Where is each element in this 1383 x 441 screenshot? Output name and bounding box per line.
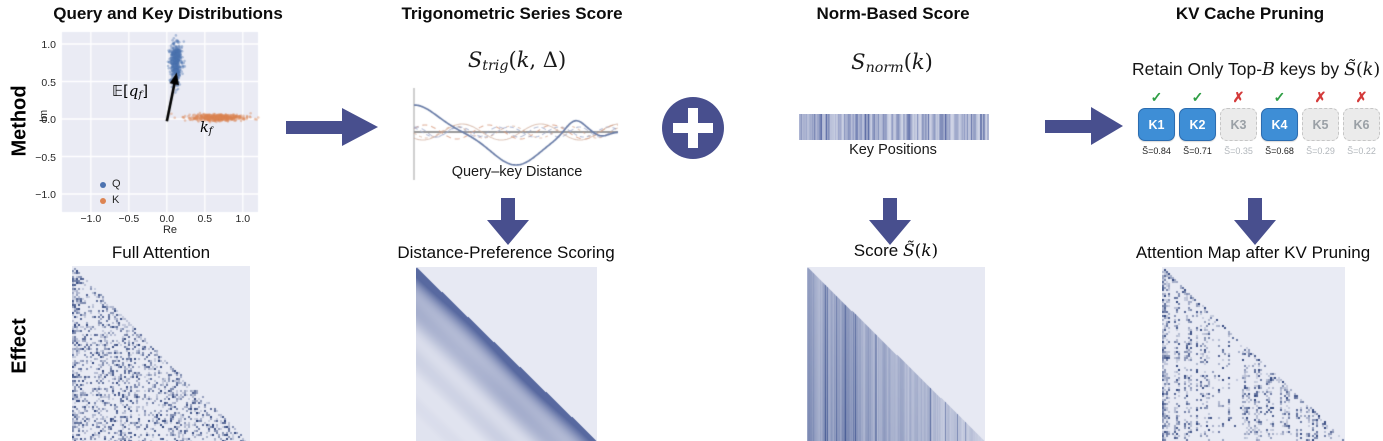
kv-check-icon: ✓ <box>1191 89 1204 105</box>
kv-box-score: S̃=0.35 <box>1224 146 1253 156</box>
kv-box-score: S̃=0.29 <box>1306 146 1335 156</box>
formula-segment: q <box>128 82 139 100</box>
kv-box-score: S̃=0.22 <box>1347 146 1376 156</box>
kv-box-k2: K2 <box>1179 108 1216 141</box>
plus-icon-vbar <box>688 108 698 148</box>
bottom-title-distance-preference: Distance-Preference Scoring <box>397 243 615 262</box>
key-positions-caption: Key Positions <box>849 142 937 158</box>
formula-segment: ( <box>903 50 912 74</box>
kv-box-k5: K5 <box>1302 108 1339 141</box>
flow-arrow-down-2 <box>869 198 911 245</box>
kv-cross-icon: ✗ <box>1355 89 1368 105</box>
distance-preference-map-canvas <box>416 267 597 441</box>
flow-arrow-right-2 <box>1045 107 1123 145</box>
trig-plot-canvas <box>408 84 620 184</box>
panel-title-norm-score: Norm-Based Score <box>816 4 970 23</box>
formula-segment: ( <box>508 48 517 72</box>
kv-box-score: S̃=0.84 <box>1142 146 1171 156</box>
bottom-title-full-attention: Full Attention <box>111 243 211 262</box>
formula-segment: f <box>208 126 213 138</box>
formula-segment: S <box>851 50 866 74</box>
formula-segment: k <box>1362 60 1374 80</box>
trig-formula: Strig(k, Δ) <box>468 48 566 74</box>
kv-box-k4: K4 <box>1261 108 1298 141</box>
formula-segment: trig <box>482 58 509 75</box>
attention-map-pruned-canvas <box>1162 267 1345 441</box>
kv-subtitle: Retain Only Top-B keys by S̃(k) <box>1132 59 1380 80</box>
formula-segment: ) <box>931 241 939 261</box>
formula-segment: B <box>1262 60 1275 80</box>
flow-arrow-right-1 <box>286 108 378 146</box>
formula-segment: f <box>138 90 143 102</box>
panel-title-distributions: Query and Key Distributions <box>53 4 283 23</box>
formula-segment: k <box>200 120 209 136</box>
kv-box-k6: K6 <box>1343 108 1380 141</box>
norm-formula: Snorm(k) <box>851 50 933 76</box>
x-axis-tick: 0.5 <box>197 213 213 225</box>
x-axis-tick: 1.0 <box>235 213 251 225</box>
attention-map-full-canvas <box>72 266 250 441</box>
kv-check-icon: ✓ <box>1150 89 1163 105</box>
method-row-label: Method <box>8 85 31 157</box>
formula-segment: ) <box>1373 60 1381 80</box>
annotation-kf: kf <box>200 120 212 137</box>
trig-xaxis-label: Query–key Distance <box>451 164 583 180</box>
annotation-expected-qf: 𝔼[qf] <box>112 82 148 101</box>
y-axis-tick: −1.0 <box>35 189 56 201</box>
formula-segment: , Δ) <box>529 48 567 72</box>
formula-segment: k <box>911 50 925 74</box>
y-axis-tick: 0.5 <box>41 76 56 89</box>
kv-check-icon: ✓ <box>1273 89 1286 105</box>
formula-segment: ( <box>1355 60 1363 80</box>
y-axis-tick: 0.0 <box>41 114 56 126</box>
axis-label-re: Re <box>162 224 178 236</box>
formula-segment: k <box>921 241 932 261</box>
legend-dot <box>100 198 106 204</box>
formula-segment: S̃ <box>902 241 915 261</box>
y-axis-tick: 1.0 <box>41 39 56 51</box>
kv-box-k1: K1 <box>1138 108 1175 141</box>
legend-item-label: Q <box>112 178 121 190</box>
norm-barcode-canvas <box>799 114 989 140</box>
query-key-scatter-canvas <box>34 26 264 234</box>
kv-box-score: S̃=0.68 <box>1265 146 1294 156</box>
kv-box-score: S̃=0.71 <box>1183 146 1212 156</box>
x-axis-tick: 0.0 <box>159 213 175 225</box>
flow-arrow-down-3 <box>1234 198 1276 245</box>
bottom-title-pruned-attention: Attention Map after KV Pruning <box>1135 243 1371 262</box>
formula-segment: ) <box>924 50 933 74</box>
plus-icon <box>662 97 724 159</box>
formula-segment: S̃ <box>1343 60 1356 80</box>
formula-segment: k <box>516 48 530 72</box>
kv-box-k3: K3 <box>1220 108 1257 141</box>
legend-dot <box>100 182 106 188</box>
score-map-canvas <box>807 267 985 441</box>
formula-segment: Score <box>853 241 903 260</box>
flow-arrow-down-1 <box>487 198 529 245</box>
panel-title-trig-score: Trigonometric Series Score <box>401 4 623 23</box>
formula-segment: 𝔼[ <box>112 82 129 100</box>
formula-segment: S <box>467 48 483 72</box>
y-axis-tick: −0.5 <box>35 151 56 164</box>
legend-item-label: K <box>112 194 120 206</box>
panel-title-kv-pruning: KV Cache Pruning <box>1175 4 1325 23</box>
formula-segment: ( <box>914 241 922 261</box>
x-axis-tick: −0.5 <box>118 213 140 225</box>
kv-cross-icon: ✗ <box>1232 89 1245 105</box>
effect-row-label: Effect <box>8 318 31 374</box>
kv-cross-icon: ✗ <box>1314 89 1327 105</box>
formula-segment: norm <box>865 60 904 77</box>
formula-segment: Retain Only Top- <box>1132 59 1263 79</box>
formula-segment: keys by <box>1274 59 1344 79</box>
formula-segment: ] <box>142 82 149 100</box>
bottom-title-score: Score S̃(k) <box>854 241 938 261</box>
x-axis-tick: −1.0 <box>80 213 102 225</box>
